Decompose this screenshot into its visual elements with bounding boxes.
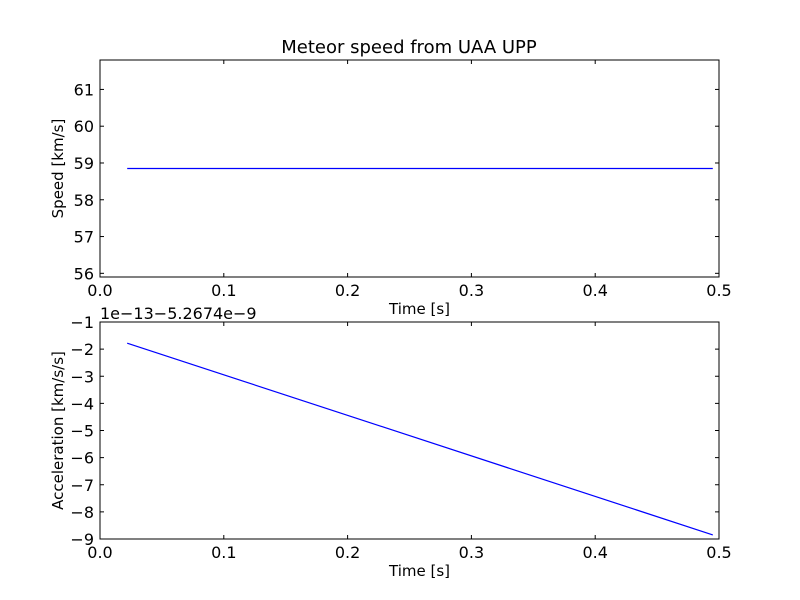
acceleration-x-tick-label: 0.4 (582, 543, 607, 562)
acceleration-y-tick-label: −3 (70, 367, 94, 386)
speed-x-tick-label: 0.3 (459, 281, 484, 300)
speed-y-tick-label: 60 (74, 117, 94, 136)
acceleration-x-tick-label: 0.1 (211, 543, 236, 562)
acceleration-y-tick-label: −6 (70, 449, 94, 468)
acceleration-x-tick-label: 0.3 (459, 543, 484, 562)
acceleration-y-tick-label: −1 (70, 313, 94, 332)
chart-title: Meteor speed from UAA UPP (281, 37, 537, 58)
speed-x-tick-label: 0.2 (335, 281, 360, 300)
speed-y-axis-label: Speed [km/s] (49, 119, 67, 219)
acceleration-y-axis-label: Acceleration [km/s/s] (49, 351, 67, 510)
acceleration-y-tick-label: −8 (70, 503, 94, 522)
acceleration-x-tick-label: 0.2 (335, 543, 360, 562)
acceleration-y-tick-label: −9 (70, 530, 94, 549)
acceleration-y-tick-label: −2 (70, 340, 94, 359)
acceleration-y-tick-label: −4 (70, 394, 94, 413)
speed-y-tick-label: 59 (74, 154, 94, 173)
speed-y-tick-label: 58 (74, 191, 94, 210)
speed-y-tick-label: 56 (74, 264, 94, 283)
acceleration-y-tick-label: −5 (70, 422, 94, 441)
speed-x-tick-label: 0.5 (706, 281, 731, 300)
speed-x-tick-label: 0.4 (582, 281, 607, 300)
acceleration-y-tick-label: −7 (70, 476, 94, 495)
speed-subplot: 0.0 0.1 0.2 0.3 0.4 0.5 56 57 58 59 60 61 Time [s] Sp… (49, 59, 732, 318)
acceleration-subplot: 0.0 0.1 0.2 0.3 0.4 0.5 −9 −8 −7 −6 −5 −4 −3 −2 −1 Time… (49, 304, 732, 580)
speed-x-tick-label: 0.1 (211, 281, 236, 300)
acceleration-series-line (127, 342, 713, 536)
acceleration-x-axis-label: Time [s] (388, 562, 450, 580)
acceleration-x-tick-label: 0.0 (87, 543, 112, 562)
acceleration-x-tick-label: 0.5 (706, 543, 731, 562)
speed-y-tick-label: 61 (74, 80, 94, 99)
speed-axes-frame (99, 59, 720, 278)
speed-x-axis-label: Time [s] (388, 300, 450, 318)
speed-x-tick-label: 0.0 (87, 281, 112, 300)
speed-y-tick-label: 57 (74, 228, 94, 247)
acceleration-offset-text: 1e−13−5.2674e−9 (100, 304, 257, 323)
